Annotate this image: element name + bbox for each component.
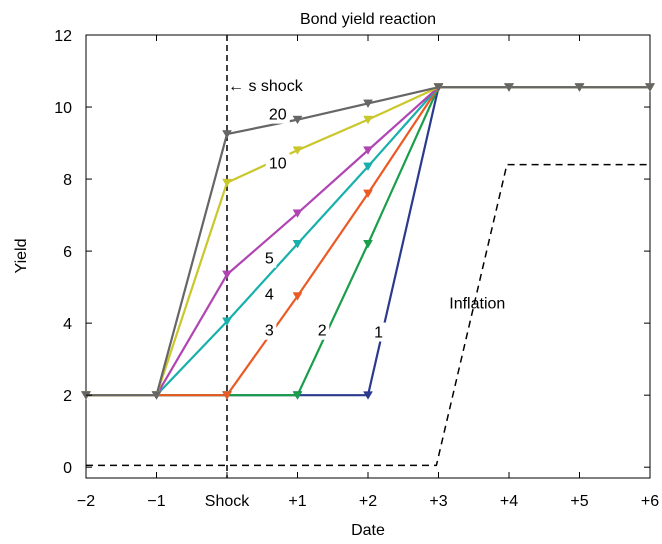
series-label-bg bbox=[265, 104, 290, 124]
marker-20 bbox=[504, 83, 514, 92]
marker-10 bbox=[363, 115, 373, 125]
chart-title: Bond yield reaction bbox=[300, 11, 436, 28]
marker-1 bbox=[363, 391, 373, 400]
marker-5 bbox=[363, 146, 373, 155]
series-label: 3 bbox=[265, 323, 274, 340]
series-label: 10 bbox=[269, 155, 287, 172]
marker-5 bbox=[292, 209, 303, 218]
x-tick-label: +4 bbox=[500, 493, 518, 510]
marker-3 bbox=[363, 189, 373, 199]
marker-20 bbox=[574, 83, 585, 92]
y-tick-label: 6 bbox=[63, 244, 72, 261]
series-label: 5 bbox=[265, 251, 274, 268]
y-tick-label: 12 bbox=[54, 28, 72, 45]
shock-label: ← s shock bbox=[228, 78, 304, 95]
x-tick-label: +2 bbox=[359, 493, 377, 510]
series-label-bg bbox=[315, 320, 330, 340]
marker-20 bbox=[222, 130, 232, 139]
series-label-bg bbox=[262, 284, 277, 304]
marker-4 bbox=[292, 240, 303, 249]
x-tick-label: Shock bbox=[205, 493, 250, 510]
x-tick-label: −1 bbox=[147, 493, 165, 510]
plot-frame bbox=[85, 34, 651, 479]
marker-5 bbox=[222, 270, 232, 280]
series-label: 1 bbox=[374, 325, 383, 342]
marker-10 bbox=[292, 146, 303, 155]
series-label-bg bbox=[265, 153, 290, 173]
x-axis: −2 −1 Shock +1 +2 +3 +4 +5 +6 bbox=[77, 35, 659, 510]
marker-4 bbox=[363, 162, 373, 172]
y-tick-label: 10 bbox=[54, 100, 72, 117]
marker-20 bbox=[645, 83, 655, 92]
series-label: 20 bbox=[269, 107, 287, 124]
plot-area: ← s shock Inflation 1 2 3 4 5 10 20 bbox=[81, 35, 655, 478]
x-tick-label: +1 bbox=[288, 493, 306, 510]
y-tick-label: 8 bbox=[63, 172, 72, 189]
x-tick-label: +5 bbox=[570, 493, 588, 510]
y-tick-label: 4 bbox=[63, 316, 72, 333]
series-label-bg bbox=[371, 322, 386, 342]
marker-10 bbox=[222, 178, 232, 188]
y-tick-label: 2 bbox=[63, 388, 72, 405]
x-tick-label: +6 bbox=[641, 493, 659, 510]
marker-20 bbox=[292, 115, 303, 125]
marker-20 bbox=[363, 99, 373, 108]
marker-20 bbox=[433, 83, 444, 92]
inflation-label: Inflation bbox=[449, 296, 505, 313]
series-label-bg bbox=[262, 248, 277, 268]
marker-2 bbox=[292, 391, 303, 400]
marker-20 bbox=[151, 391, 162, 400]
marker-2 bbox=[363, 240, 373, 249]
marker-3 bbox=[222, 391, 232, 400]
x-tick-label: +3 bbox=[429, 493, 447, 510]
series-label: 2 bbox=[318, 323, 327, 340]
marker-3 bbox=[292, 292, 303, 301]
x-axis-title: Date bbox=[351, 522, 385, 539]
y-axis-title: Yield bbox=[13, 239, 30, 274]
series-label-bg bbox=[262, 320, 277, 340]
inflation-line bbox=[86, 163, 650, 467]
y-tick-label: 0 bbox=[63, 460, 72, 477]
x-tick-label: −2 bbox=[77, 493, 95, 510]
series-label: 4 bbox=[265, 287, 274, 304]
marker-4 bbox=[222, 317, 232, 326]
